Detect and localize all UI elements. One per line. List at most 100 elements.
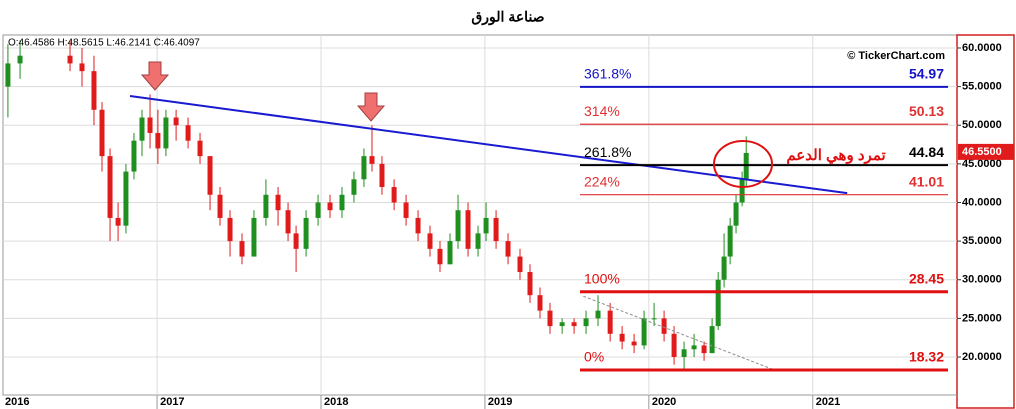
candle-body [227, 217, 233, 242]
candle-body [139, 117, 145, 141]
y-tick-label: 25.0000 [962, 312, 1002, 324]
arrow [140, 61, 170, 91]
x-tick-label: 2019 [488, 396, 512, 408]
candle-body [339, 194, 345, 211]
fib-level-value: 28.45 [909, 270, 944, 286]
y-tick-label: 20.0000 [962, 351, 1002, 363]
candle-body [99, 109, 105, 157]
x-tick-label: 2017 [160, 396, 184, 408]
fib-level-label: 314% [584, 103, 620, 119]
candle-body [631, 341, 637, 346]
candle-body [251, 217, 257, 257]
candle-body [415, 217, 421, 234]
candle-body [285, 210, 291, 234]
fib-level-value: 54.97 [909, 66, 944, 82]
y-tick-label: 30.0000 [962, 274, 1002, 286]
trend-line [129, 95, 848, 195]
candle-body [743, 152, 749, 180]
candle-body [131, 140, 137, 172]
candle-body [465, 210, 471, 249]
candle-body [155, 132, 161, 149]
candle-body [671, 333, 677, 357]
candle-body [315, 202, 321, 218]
candle-body [715, 279, 721, 327]
fib-level-label: 361.8% [584, 66, 631, 82]
candle-body [427, 233, 433, 249]
last-price-tag [958, 143, 1014, 160]
candle-body [455, 210, 461, 242]
candle-body [739, 179, 745, 203]
fib-level-value: 18.32 [909, 349, 944, 365]
price-axis-frame [956, 34, 1015, 409]
chart-title: صناعة الورق [471, 9, 544, 26]
candle-body [681, 349, 687, 357]
y-tick-label: 60.0000 [962, 42, 1002, 54]
candle-body [17, 55, 23, 64]
annotation: تمرد وهي الدعم [786, 147, 885, 165]
candle-body [115, 217, 121, 226]
candle-body [207, 156, 213, 195]
candle-body [517, 256, 523, 273]
candle-body [721, 256, 727, 280]
candle-body [483, 217, 489, 234]
candle-body [733, 202, 739, 226]
trend-line [583, 295, 776, 371]
candle-body [351, 179, 357, 195]
candle-body [709, 326, 715, 354]
candle-body [571, 322, 577, 327]
candle-body [91, 71, 97, 110]
ohlc-info: O:46.4586 H:48.5615 L:46.2141 C:46.4097 [8, 38, 200, 49]
last-price-label: 46.5500 [962, 146, 1002, 158]
candle-body [559, 322, 565, 327]
candle-body [505, 241, 511, 257]
candle-body [79, 63, 85, 72]
candle-body [403, 202, 409, 218]
y-tick-label: 35.0000 [962, 235, 1002, 247]
candle-body [701, 345, 707, 354]
candle-body [619, 333, 625, 342]
candle-body [197, 140, 203, 157]
candle-body [327, 202, 333, 211]
candle-body [123, 171, 129, 226]
candle-body [437, 248, 443, 265]
candle-body [661, 318, 667, 334]
candle-body [239, 241, 245, 257]
candle-body [163, 117, 169, 149]
y-tick-label: 45.0000 [962, 158, 1002, 170]
x-tick-label: 2018 [324, 396, 348, 408]
x-tick-label: 2021 [816, 396, 840, 408]
candle-body [651, 318, 657, 320]
fib-level-value: 44.84 [909, 144, 944, 160]
watermark: © TickerChart.com [847, 50, 945, 62]
overlays: 361.8% 54.97 314% 50.13 261.8% 44.84 224% 41.01… [129, 66, 1014, 372]
candle-body [641, 318, 647, 346]
candle-body [691, 345, 697, 350]
candle-body [727, 225, 733, 257]
candle-body [447, 241, 453, 265]
x-tick-label: 2020 [652, 396, 676, 408]
y-tick-label: 50.0000 [962, 119, 1002, 131]
y-tick-label: 55.0000 [962, 81, 1002, 93]
y-tick-label: 40.0000 [962, 196, 1002, 208]
grid: 20.0000 25.0000 30.0000 35.0000 40.0000 45.00… [3, 35, 1002, 409]
candle-body [537, 295, 543, 311]
candle-body [527, 272, 533, 296]
candle-body [379, 163, 385, 188]
fib-level-label: 261.8% [584, 144, 631, 160]
candle-body [293, 233, 299, 249]
candle-body [147, 117, 153, 133]
candles [5, 40, 749, 369]
candle-body [391, 187, 397, 203]
x-tick-label: 2016 [5, 396, 29, 408]
candle-body [361, 156, 367, 180]
candle-body [185, 125, 191, 141]
candle-body [107, 156, 113, 218]
candle-body [67, 55, 73, 64]
candle-body [303, 217, 309, 249]
fib-level-label: 224% [584, 173, 620, 189]
candle-body [475, 233, 481, 249]
highlight-circle [713, 140, 773, 188]
candle-body [607, 310, 613, 334]
fib-level-value: 50.13 [909, 103, 944, 119]
